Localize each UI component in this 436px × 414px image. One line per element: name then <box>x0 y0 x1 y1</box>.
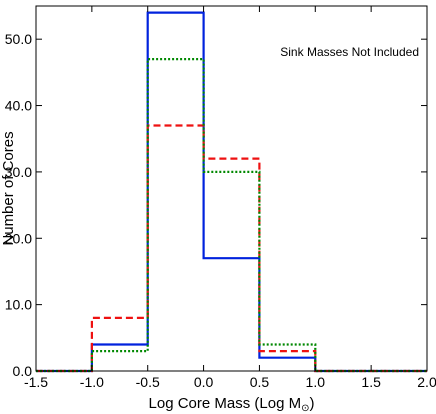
y-tick-label: 0.0 <box>13 363 33 379</box>
y-tick-label: 30.0 <box>5 164 32 180</box>
plot-frame <box>35 5 428 372</box>
x-tick-label: 2.0 <box>417 374 436 390</box>
x-axis-label-close: ) <box>309 395 314 412</box>
series-line-2 <box>36 124 427 373</box>
x-tick-label: 0.5 <box>250 374 270 390</box>
x-tick-label: -0.5 <box>136 374 160 390</box>
chart-annotation: Sink Masses Not Included <box>280 45 419 59</box>
y-tick-label: 10.0 <box>5 297 32 313</box>
x-axis-label-subscript: ⊙ <box>301 403 309 414</box>
series-layer <box>36 11 427 373</box>
x-axis-label: Log Core Mass (Log M⊙) <box>149 395 315 414</box>
y-tick-label: 50.0 <box>5 31 32 47</box>
y-axis-label: Number of Cores <box>0 131 17 245</box>
y-tick-label: 40.0 <box>5 98 32 114</box>
series-line-3 <box>36 58 427 373</box>
x-axis-label-main: Log Core Mass (Log M <box>149 395 302 412</box>
x-tick-label: -1.0 <box>80 374 104 390</box>
ticks-layer: -1.5 -1.0 -0.5 0.0 0.5 1.0 1.5 2.0 0.0 10.0 20.0 30… <box>5 6 436 390</box>
y-tick-label: 20.0 <box>5 230 32 246</box>
x-tick-label: 1.5 <box>361 374 381 390</box>
x-tick-label: 1.0 <box>306 374 326 390</box>
x-tick-label: 0.0 <box>194 374 214 390</box>
x-tick-label: -1.5 <box>24 374 48 390</box>
